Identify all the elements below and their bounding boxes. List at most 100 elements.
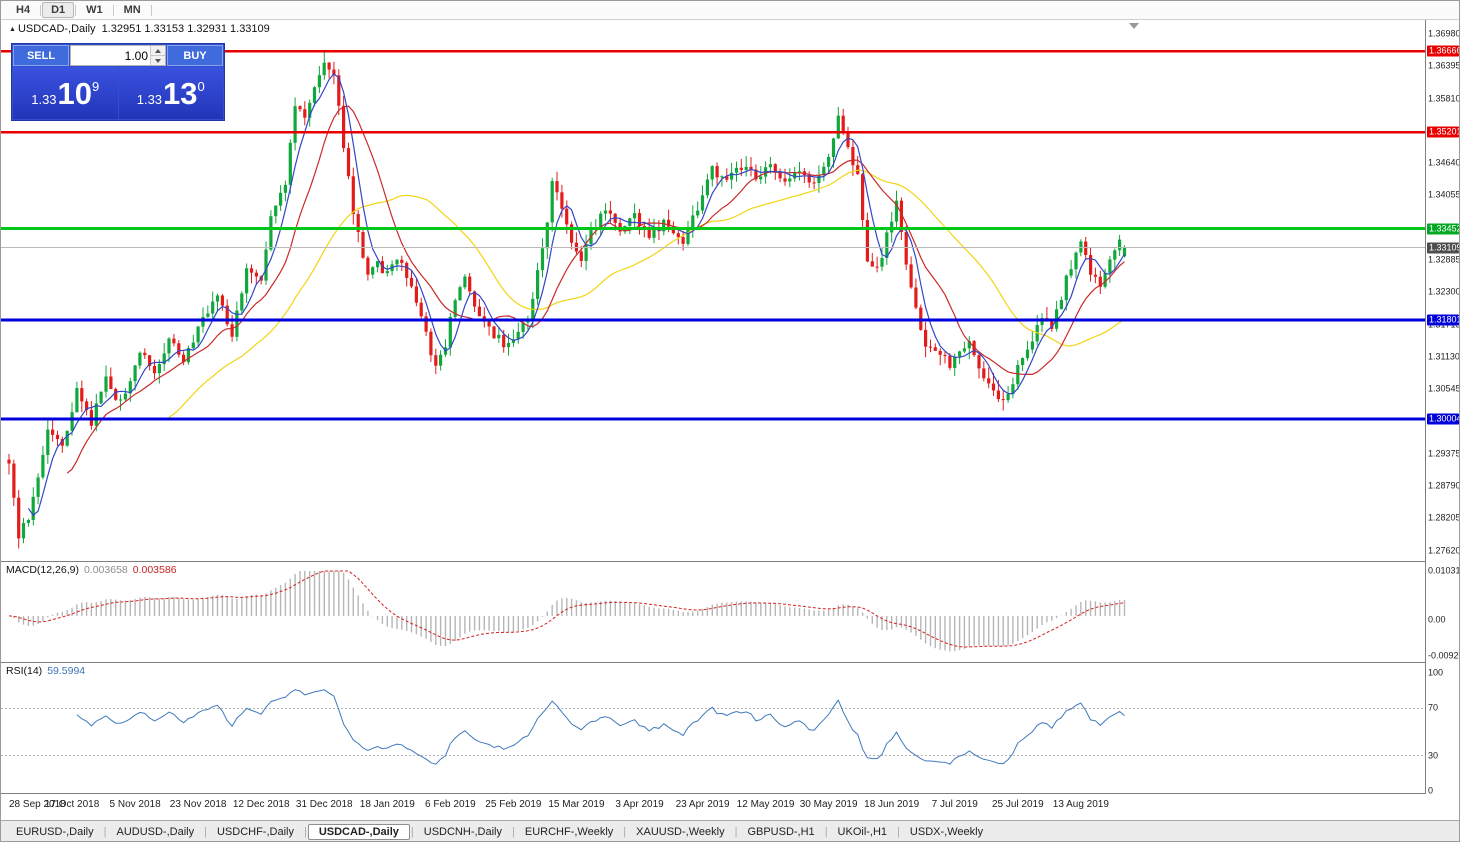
price-level-label: 1.33109 (1427, 242, 1460, 254)
date-label: 18 Jan 2019 (359, 799, 415, 810)
rsi-scale-label: 30 (1428, 750, 1439, 761)
sell-button[interactable]: SELL (13, 45, 69, 66)
price-level-label: 1.33452 (1427, 223, 1460, 235)
macd-label-row: MACD(12,26,9) 0.003658 0.003586 (6, 564, 177, 576)
date-label: 15 Mar 2019 (548, 799, 605, 810)
rsi-chart (1, 689, 1425, 765)
date-label: 7 Jul 2019 (931, 799, 978, 810)
time-scale[interactable]: 28 Sep 2018 17 Oct 2018 5 Nov 2018 23 Nov 2… (1, 794, 1425, 820)
volume-decrease-button[interactable] (151, 55, 165, 65)
tab-audusd-daily[interactable]: AUDUSD-,Daily (116, 826, 195, 838)
price-tick-label: 1.34640 (1428, 157, 1460, 168)
timeframe-button-h4[interactable]: H4 (16, 4, 31, 16)
tab-xauusd-weekly[interactable]: XAUUSD-,Weekly (636, 826, 725, 838)
panel-separator (1, 793, 1459, 794)
collapse-triangle-icon[interactable]: ▲ (9, 26, 16, 33)
date-label: 6 Feb 2019 (425, 799, 476, 810)
toolbar-separator (75, 4, 77, 16)
panel-separator[interactable] (1, 662, 1459, 663)
rsi-label-row: RSI(14) 59.5994 (6, 665, 85, 677)
date-label: 31 Dec 2018 (295, 799, 353, 810)
sell-price-pips: 10 (57, 75, 93, 111)
rsi-label: RSI(14) (6, 665, 43, 677)
rsi-value: 59.5994 (47, 665, 86, 677)
chart-ohlc-values: 1.32951 1.33153 1.32931 1.33109 (101, 23, 270, 35)
macd-main-value: 0.003658 (83, 564, 128, 576)
date-label: 23 Apr 2019 (675, 799, 730, 810)
candlestick-chart[interactable] (1, 20, 1425, 561)
tab-separator: | (410, 826, 414, 838)
toolbar-separator (112, 4, 114, 16)
tab-separator: | (103, 826, 107, 838)
tab-separator: | (512, 826, 515, 838)
timeframe-button-d1[interactable]: D1 (42, 2, 75, 18)
rsi-indicator-panel[interactable]: RSI(14) 59.5994 (1, 663, 1425, 793)
macd-indicator-panel[interactable]: MACD(12,26,9) 0.003658 0.003586 (1, 562, 1425, 662)
tab-usdcnh-daily[interactable]: USDCNH-,Daily (423, 826, 502, 838)
tab-separator: | (623, 826, 627, 838)
macd-chart (8, 570, 1126, 652)
price-tick-label: 1.32885 (1428, 254, 1460, 265)
tab-separator: | (897, 826, 900, 838)
tab-gbpusd-h1[interactable]: GBPUSD-,H1 (747, 826, 815, 838)
sell-price-base: 1.33 (31, 91, 57, 107)
buy-price-base: 1.33 (136, 91, 163, 107)
buy-price-point: 0 (197, 78, 205, 94)
date-label: 23 Nov 2018 (169, 799, 227, 810)
price-level-label: 1.30004 (1427, 413, 1460, 425)
price-level-label: 1.35201 (1427, 126, 1460, 138)
tab-eurchf-weekly[interactable]: EURCHF-,Weekly (524, 826, 614, 838)
date-label: 25 Feb 2019 (485, 799, 542, 810)
price-tick-label: 1.35810 (1428, 93, 1460, 104)
date-label: 18 Jun 2019 (864, 799, 920, 810)
chart-shift-marker-icon[interactable] (1129, 23, 1139, 29)
macd-scale-zero: 0.00 (1428, 614, 1446, 625)
volume-spinner (150, 46, 165, 65)
timeframe-button-mn[interactable]: MN (123, 4, 141, 16)
date-label: 17 Oct 2018 (44, 799, 100, 810)
one-click-trading-panel: SELL BUY 1.33 10 9 1.33 (11, 43, 225, 121)
rsi-scale-label: 70 (1428, 702, 1439, 713)
date-label: 30 May 2019 (799, 799, 858, 810)
macd-signal-value: 0.003586 (132, 564, 177, 576)
chart-tabs-bar: EURUSD-,Daily | AUDUSD-,Daily | USDCHF-,Dail… (1, 820, 1459, 841)
tab-separator: | (204, 826, 207, 838)
price-tick-label: 1.30545 (1428, 383, 1460, 394)
price-tick-label: 1.31130 (1428, 351, 1460, 362)
volume-input[interactable] (71, 46, 165, 65)
tab-usdchf-daily[interactable]: USDCHF-,Daily (216, 826, 294, 838)
date-label: 25 Jul 2019 (991, 799, 1044, 810)
price-tick-label: 1.28790 (1428, 480, 1460, 491)
buy-button[interactable]: BUY (167, 45, 223, 66)
tab-ukoil-h1[interactable]: UKOil-,H1 (837, 826, 888, 838)
price-tick-label: 1.36980 (1428, 28, 1460, 39)
volume-field (70, 45, 166, 66)
toolbar-separator (150, 4, 152, 16)
price-chart-panel[interactable]: ▲ USDCAD-,Daily 1.32951 1.33153 1.32931 1.… (1, 20, 1425, 561)
tab-eurusd-daily[interactable]: EURUSD-,Daily (16, 826, 94, 838)
date-label: 13 Aug 2019 (1052, 799, 1109, 810)
chart-symbol-period: USDCAD-,Daily (17, 23, 96, 35)
tab-usdcad-daily[interactable]: USDCAD-,Daily (307, 824, 410, 840)
tab-separator: | (734, 826, 738, 838)
volume-increase-button[interactable] (151, 46, 165, 55)
tab-usdx-weekly[interactable]: USDX-,Weekly (909, 826, 984, 838)
panel-separator[interactable] (1, 561, 1459, 562)
buy-price-display[interactable]: 1.33 13 0 (118, 67, 223, 119)
rsi-scale-label: 0 (1428, 785, 1434, 796)
sell-price-display[interactable]: 1.33 10 9 (13, 67, 118, 119)
date-label: 3 Apr 2019 (615, 799, 664, 810)
date-label: 28 Sep 2018 (9, 799, 66, 810)
tab-separator: | (303, 826, 307, 838)
price-scale[interactable]: 1.369801.363951.358101.352251.346401.340… (1425, 20, 1460, 796)
date-label: 12 May 2019 (736, 799, 795, 810)
tab-separator: | (824, 826, 828, 838)
timeframe-button-w1[interactable]: W1 (86, 4, 103, 16)
timeframe-buttons: H4 D1 W1 MN (7, 1, 153, 19)
arrow-up-icon (155, 48, 161, 53)
price-tick-label: 1.34055 (1428, 189, 1460, 200)
price-tick-label: 1.27620 (1428, 545, 1460, 556)
price-level-label: 1.31801 (1427, 314, 1460, 326)
timeframe-toolbar: H4 D1 W1 MN (1, 1, 1459, 20)
